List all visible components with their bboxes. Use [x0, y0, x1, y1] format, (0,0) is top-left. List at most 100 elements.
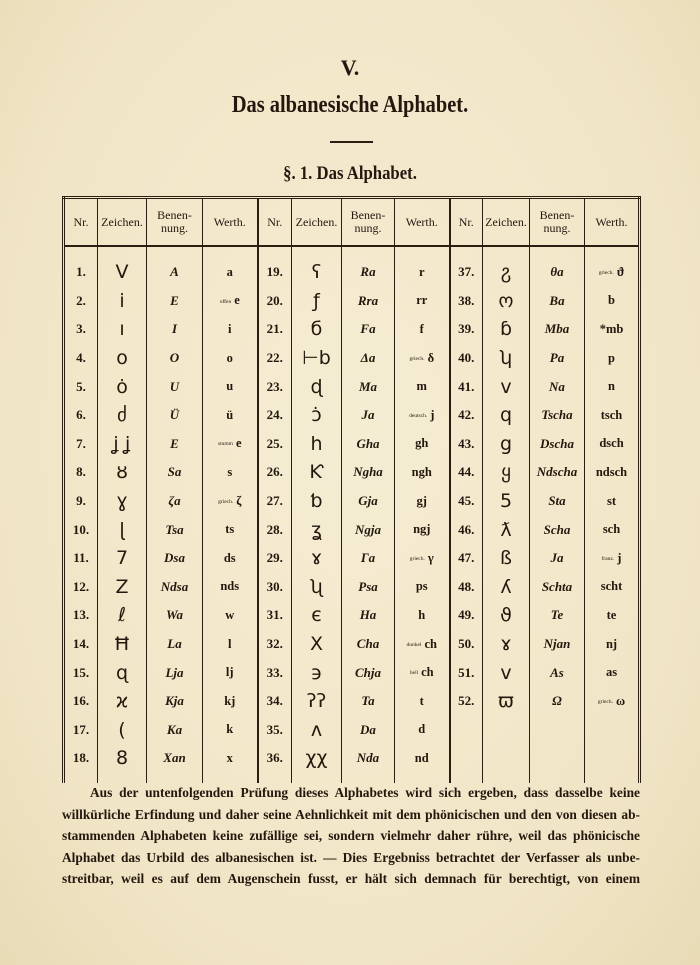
- letter-name: Njan: [529, 629, 585, 659]
- letter-value: rr: [394, 286, 451, 316]
- letter-value: griech. ζ: [202, 486, 259, 516]
- letter-number: 32.: [257, 629, 292, 659]
- letter-number: 46.: [449, 515, 483, 544]
- letter-sign: ϶: [291, 658, 342, 687]
- header-nr: Nr.: [449, 197, 483, 247]
- letter-name: U: [146, 372, 203, 401]
- letter-sign: [482, 715, 530, 745]
- letter-value: [584, 744, 640, 773]
- letter-number: 52.: [449, 686, 483, 716]
- letter-name: La: [146, 629, 203, 659]
- letter-value: ngj: [394, 515, 451, 544]
- letter-value: griech. δ: [394, 343, 451, 373]
- letter-sign: 8: [97, 744, 147, 773]
- letter-value: griech. ϑ: [584, 258, 640, 287]
- spacer-row: [63, 772, 640, 783]
- divider: [330, 141, 373, 143]
- header-zeichen: Zeichen.: [291, 197, 342, 247]
- letter-name: Ndsa: [146, 572, 203, 602]
- table-row: 11. 7 Dsa ds 29. ɤ Γa griech. γ 47. ß Ja franz. j: [63, 543, 640, 573]
- letter-value: ndsch: [584, 458, 640, 487]
- letter-value: dsch: [584, 429, 640, 459]
- letter-number: 21.: [257, 315, 292, 344]
- letter-sign: ß: [482, 543, 530, 573]
- letter-name: A: [146, 258, 203, 287]
- letter-number: 7.: [63, 429, 98, 459]
- value-note: dunkel: [406, 641, 422, 648]
- letter-sign: ჷ: [482, 258, 530, 287]
- letter-sign: ʯ: [291, 572, 342, 602]
- table-row: 8. ȣ Sa s 26. Ƙ Ngha ngh 44. ყ Ndscha ndsch: [63, 458, 640, 487]
- letter-sign: q: [482, 400, 530, 430]
- letter-value: f: [394, 315, 451, 344]
- letter-number: 24.: [257, 400, 292, 430]
- letter-value: te: [584, 601, 640, 630]
- letter-number: 18.: [63, 744, 98, 773]
- letter-name: Ma: [341, 372, 395, 401]
- letter-value: w: [202, 601, 259, 630]
- letter-sign: ȣ: [97, 458, 147, 487]
- letter-number: 38.: [449, 286, 483, 316]
- letter-sign: ᴠ: [482, 658, 530, 687]
- letter-sign: ɭ: [97, 515, 147, 544]
- letter-number: 4.: [63, 343, 98, 373]
- letter-sign: h: [291, 429, 342, 459]
- letter-number: 22.: [257, 343, 292, 373]
- letter-name: O: [146, 343, 203, 373]
- letter-name: Mba: [529, 315, 585, 344]
- letter-name: Ba: [529, 286, 585, 316]
- letter-value: franz. j: [584, 543, 640, 573]
- paragraph-line: streitbar, weil es auf dem Augenschein f…: [62, 871, 640, 887]
- letter-number: 50.: [449, 629, 483, 659]
- value-text: ch: [421, 665, 434, 680]
- letter-sign: ʌ: [291, 715, 342, 745]
- letter-value: kj: [202, 686, 259, 716]
- letter-number: 35.: [257, 715, 292, 745]
- value-note: griech.: [409, 355, 425, 362]
- letter-number: 11.: [63, 543, 98, 573]
- letter-name: Gha: [341, 429, 395, 459]
- letter-value: s: [202, 458, 259, 487]
- letter-value: nds: [202, 572, 259, 602]
- value-text: ζ: [236, 493, 242, 508]
- letter-number: 36.: [257, 744, 292, 773]
- letter-number: 2.: [63, 286, 98, 316]
- letter-name: Δa: [341, 343, 395, 373]
- letter-name: E: [146, 286, 203, 316]
- letter-number: 8.: [63, 458, 98, 487]
- letter-value: p: [584, 343, 640, 373]
- letter-name: Tsa: [146, 515, 203, 544]
- letter-name: Ngja: [341, 515, 395, 544]
- letter-sign: ʔʔ: [291, 686, 342, 716]
- letter-name: Da: [341, 715, 395, 745]
- letter-number: 26.: [257, 458, 292, 487]
- letter-name: Ta: [341, 686, 395, 716]
- letter-name: Fa: [341, 315, 395, 344]
- letter-number: 19.: [257, 258, 292, 287]
- letter-number: [449, 744, 483, 773]
- letter-name: Γa: [341, 543, 395, 573]
- letter-name: Schta: [529, 572, 585, 602]
- chapter-number: V.: [340, 55, 360, 80]
- section-heading: §. 1. Das Alphabet.: [283, 163, 417, 184]
- letter-sign: ɋ: [97, 658, 147, 687]
- letter-sign: ƅ: [291, 486, 342, 516]
- letter-number: 44.: [449, 458, 483, 487]
- value-text: e: [235, 436, 242, 451]
- value-text: ω: [615, 693, 626, 708]
- letter-sign: ϰ: [97, 686, 147, 716]
- letter-number: 40.: [449, 343, 483, 373]
- letter-number: 41.: [449, 372, 483, 401]
- letter-value: griech. γ: [394, 543, 451, 573]
- letter-value: x: [202, 744, 259, 773]
- header-werth: Werth.: [202, 197, 259, 247]
- letter-name: θa: [529, 258, 585, 287]
- letter-sign: ȯ: [97, 372, 147, 401]
- letter-number: 3.: [63, 315, 98, 344]
- letter-sign: ƒ: [291, 286, 342, 316]
- letter-value: ü: [202, 400, 259, 430]
- value-note: griech.: [218, 498, 234, 505]
- letter-value: k: [202, 715, 259, 745]
